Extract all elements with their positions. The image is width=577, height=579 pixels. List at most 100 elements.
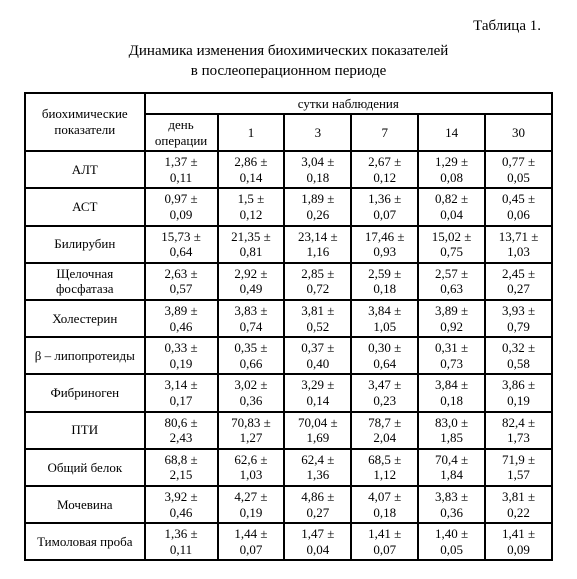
table-row: АЛТ1,37 ±0,112,86 ±0,143,04 ±0,182,67 ±0… — [25, 151, 552, 188]
cell-value: 15,02 ±0,75 — [418, 226, 485, 263]
cell-mean: 3,81 ± — [301, 303, 334, 318]
cell-value: 3,89 ±0,46 — [145, 300, 218, 337]
cell-error: 1,05 — [373, 319, 396, 334]
cell-value: 2,45 ±0,27 — [485, 263, 552, 300]
cell-value: 83,0 ±1,85 — [418, 412, 485, 449]
cell-mean: 1,29 ± — [435, 154, 468, 169]
cell-mean: 13,71 ± — [499, 229, 539, 244]
cell-error: 0,05 — [440, 542, 463, 557]
cell-value: 3,89 ±0,92 — [418, 300, 485, 337]
cell-mean: 1,36 ± — [368, 191, 401, 206]
cell-value: 3,29 ±0,14 — [284, 374, 351, 411]
cell-value: 1,41 ±0,09 — [485, 523, 552, 560]
cell-value: 3,84 ±1,05 — [351, 300, 418, 337]
row-label: Тимоловая проба — [25, 523, 145, 560]
table-row: Щелочная фосфатаза2,63 ±0,572,92 ±0,492,… — [25, 263, 552, 300]
col-day-30: 30 — [485, 114, 552, 151]
cell-value: 70,4 ±1,84 — [418, 449, 485, 486]
cell-error: 1,03 — [240, 467, 263, 482]
cell-mean: 3,89 ± — [164, 303, 197, 318]
cell-error: 1,36 — [306, 467, 329, 482]
cell-value: 71,9 ±1,57 — [485, 449, 552, 486]
cell-value: 80,6 ±2,43 — [145, 412, 218, 449]
cell-value: 3,83 ±0,36 — [418, 486, 485, 523]
cell-mean: 0,82 ± — [435, 191, 468, 206]
cell-value: 1,47 ±0,04 — [284, 523, 351, 560]
cell-error: 0,72 — [306, 281, 329, 296]
cell-value: 78,7 ±2,04 — [351, 412, 418, 449]
cell-mean: 70,04 ± — [298, 415, 338, 430]
cell-mean: 62,4 ± — [301, 452, 334, 467]
cell-value: 3,14 ±0,17 — [145, 374, 218, 411]
cell-mean: 3,14 ± — [164, 377, 197, 392]
cell-mean: 1,47 ± — [301, 526, 334, 541]
cell-mean: 21,35 ± — [231, 229, 271, 244]
header-observation-days: сутки наблюдения — [145, 93, 552, 115]
cell-value: 2,85 ±0,72 — [284, 263, 351, 300]
cell-mean: 2,86 ± — [234, 154, 267, 169]
cell-mean: 1,36 ± — [164, 526, 197, 541]
cell-mean: 15,73 ± — [161, 229, 201, 244]
cell-mean: 3,86 ± — [502, 377, 535, 392]
cell-mean: 3,93 ± — [502, 303, 535, 318]
cell-error: 0,18 — [373, 505, 396, 520]
cell-value: 2,57 ±0,63 — [418, 263, 485, 300]
cell-error: 0,73 — [440, 356, 463, 371]
cell-value: 3,84 ±0,18 — [418, 374, 485, 411]
cell-error: 1,27 — [240, 430, 263, 445]
cell-value: 1,36 ±0,07 — [351, 188, 418, 225]
cell-mean: 17,46 ± — [365, 229, 405, 244]
cell-mean: 2,67 ± — [368, 154, 401, 169]
cell-mean: 0,37 ± — [301, 340, 334, 355]
table-row: Мочевина3,92 ±0,464,27 ±0,194,86 ±0,274,… — [25, 486, 552, 523]
cell-value: 62,4 ±1,36 — [284, 449, 351, 486]
cell-value: 0,82 ±0,04 — [418, 188, 485, 225]
cell-mean: 15,02 ± — [432, 229, 472, 244]
cell-value: 3,02 ±0,36 — [218, 374, 285, 411]
cell-value: 68,5 ±1,12 — [351, 449, 418, 486]
cell-mean: 3,84 ± — [368, 303, 401, 318]
cell-error: 1,73 — [507, 430, 530, 445]
cell-error: 0,04 — [440, 207, 463, 222]
cell-value: 1,37 ±0,11 — [145, 151, 218, 188]
cell-value: 70,83 ±1,27 — [218, 412, 285, 449]
cell-error: 0,14 — [306, 393, 329, 408]
cell-error: 0,64 — [170, 244, 193, 259]
cell-error: 0,52 — [306, 319, 329, 334]
cell-value: 3,93 ±0,79 — [485, 300, 552, 337]
cell-error: 0,18 — [440, 393, 463, 408]
cell-value: 4,86 ±0,27 — [284, 486, 351, 523]
cell-error: 0,27 — [306, 505, 329, 520]
cell-error: 0,75 — [440, 244, 463, 259]
cell-error: 1,84 — [440, 467, 463, 482]
cell-mean: 0,30 ± — [368, 340, 401, 355]
row-label: ПТИ — [25, 412, 145, 449]
cell-value: 0,35 ±0,66 — [218, 337, 285, 374]
cell-value: 70,04 ±1,69 — [284, 412, 351, 449]
cell-mean: 0,32 ± — [502, 340, 535, 355]
cell-error: 1,69 — [306, 430, 329, 445]
cell-mean: 3,81 ± — [502, 489, 535, 504]
cell-error: 0,40 — [306, 356, 329, 371]
cell-mean: 4,07 ± — [368, 489, 401, 504]
cell-mean: 2,45 ± — [502, 266, 535, 281]
cell-mean: 2,63 ± — [164, 266, 197, 281]
cell-error: 0,09 — [507, 542, 530, 557]
table-row: ПТИ80,6 ±2,4370,83 ±1,2770,04 ±1,6978,7 … — [25, 412, 552, 449]
cell-error: 0,63 — [440, 281, 463, 296]
row-label: АЛТ — [25, 151, 145, 188]
cell-mean: 0,97 ± — [164, 191, 197, 206]
cell-error: 0,22 — [507, 505, 530, 520]
table-row: АСТ0,97 ±0,091,5 ±0,121,89 ±0,261,36 ±0,… — [25, 188, 552, 225]
cell-value: 1,29 ±0,08 — [418, 151, 485, 188]
cell-error: 1,16 — [306, 244, 329, 259]
cell-mean: 0,35 ± — [234, 340, 267, 355]
row-label: АСТ — [25, 188, 145, 225]
cell-mean: 4,27 ± — [234, 489, 267, 504]
col-day-1: 1 — [218, 114, 285, 151]
cell-error: 0,12 — [240, 207, 263, 222]
cell-error: 2,15 — [170, 467, 193, 482]
cell-mean: 1,37 ± — [164, 154, 197, 169]
cell-mean: 78,7 ± — [368, 415, 401, 430]
cell-error: 2,04 — [373, 430, 396, 445]
